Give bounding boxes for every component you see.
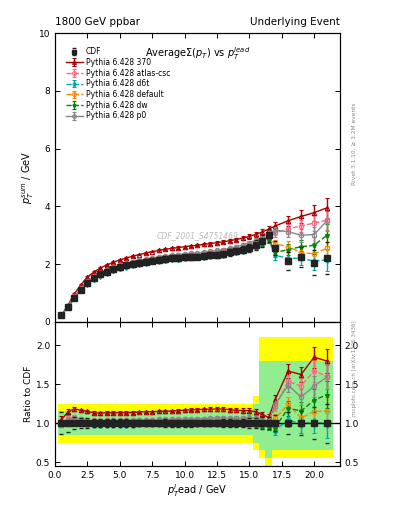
Y-axis label: Ratio to CDF: Ratio to CDF bbox=[24, 366, 33, 422]
Text: Underlying Event: Underlying Event bbox=[250, 16, 340, 27]
Text: CDF_2001_S4751469: CDF_2001_S4751469 bbox=[156, 231, 239, 240]
Text: mcplots.cern.ch [arXiv:1306.3436]: mcplots.cern.ch [arXiv:1306.3436] bbox=[352, 321, 357, 416]
Text: Average$\Sigma$($p_T$) vs $p_T^{lead}$: Average$\Sigma$($p_T$) vs $p_T^{lead}$ bbox=[145, 45, 250, 61]
Legend: CDF, Pythia 6.428 370, Pythia 6.428 atlas-csc, Pythia 6.428 d6t, Pythia 6.428 de: CDF, Pythia 6.428 370, Pythia 6.428 atla… bbox=[64, 46, 172, 122]
Text: Rivet 3.1.10, ≥ 3.2M events: Rivet 3.1.10, ≥ 3.2M events bbox=[352, 102, 357, 185]
X-axis label: $p_T^{l}$ead / GeV: $p_T^{l}$ead / GeV bbox=[167, 482, 228, 499]
Y-axis label: $p_T^{sum}$ / GeV: $p_T^{sum}$ / GeV bbox=[20, 151, 36, 204]
Text: 1800 GeV ppbar: 1800 GeV ppbar bbox=[55, 16, 140, 27]
